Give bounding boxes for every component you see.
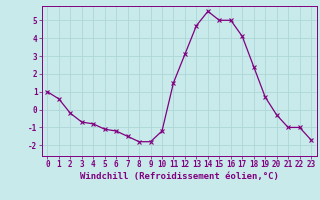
X-axis label: Windchill (Refroidissement éolien,°C): Windchill (Refroidissement éolien,°C) xyxy=(80,172,279,181)
